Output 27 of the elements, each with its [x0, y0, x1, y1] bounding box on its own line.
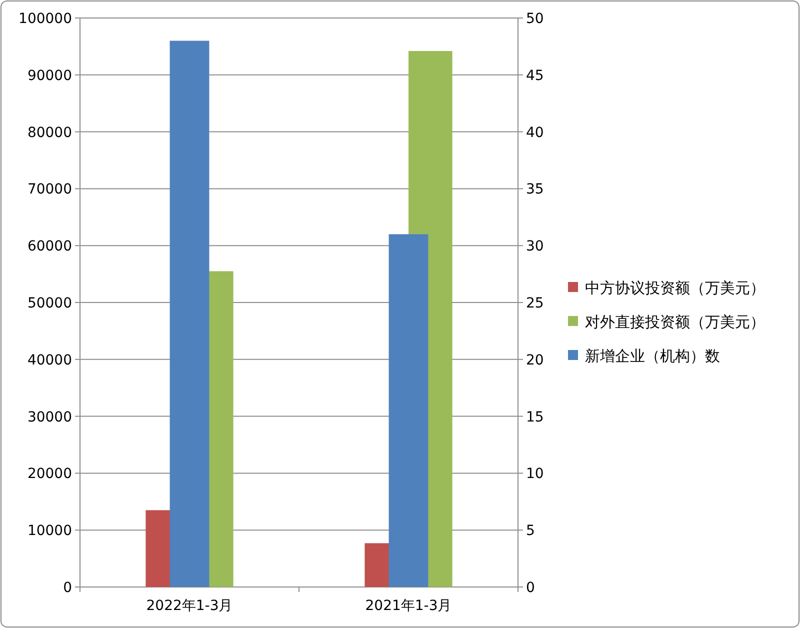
- y2-tick-label: 30: [526, 238, 544, 255]
- x-tick-label: 2022年1-3月: [146, 598, 233, 614]
- y2-tick-label: 15: [526, 409, 544, 426]
- y-tick-label: 70000: [27, 182, 72, 198]
- y-tick-label: 30000: [27, 409, 72, 426]
- legend-label: 新增企业（机构）数: [585, 347, 720, 365]
- y2-tick-label: 50: [526, 11, 544, 27]
- y2-tick-label: 0: [526, 580, 535, 596]
- y-tick-label: 20000: [27, 466, 72, 482]
- x-tick-label: 2021年1-3月: [365, 598, 452, 614]
- legend-label: 对外直接投资额（万美元）: [585, 313, 765, 331]
- y-tick-label: 0: [63, 580, 72, 596]
- y2-tick-label: 35: [526, 182, 544, 198]
- y2-tick-label: 10: [526, 466, 544, 482]
- y2-tick-label: 40: [526, 124, 544, 141]
- y-tick-label: 10000: [27, 523, 72, 540]
- y-tick-label: 80000: [27, 124, 72, 141]
- y-tick-label: 60000: [27, 238, 72, 255]
- y2-tick-label: 45: [526, 68, 544, 84]
- y-tick-label: 40000: [27, 352, 72, 368]
- y-tick-label: 50000: [27, 296, 72, 312]
- legend-label: 中方协议投资额（万美元）: [585, 279, 765, 297]
- y-tick-label: 90000: [27, 68, 72, 84]
- y-tick-label: 100000: [18, 11, 72, 27]
- y2-tick-label: 5: [526, 523, 535, 540]
- y2-tick-label: 25: [526, 296, 544, 312]
- y2-tick-label: 20: [526, 352, 544, 368]
